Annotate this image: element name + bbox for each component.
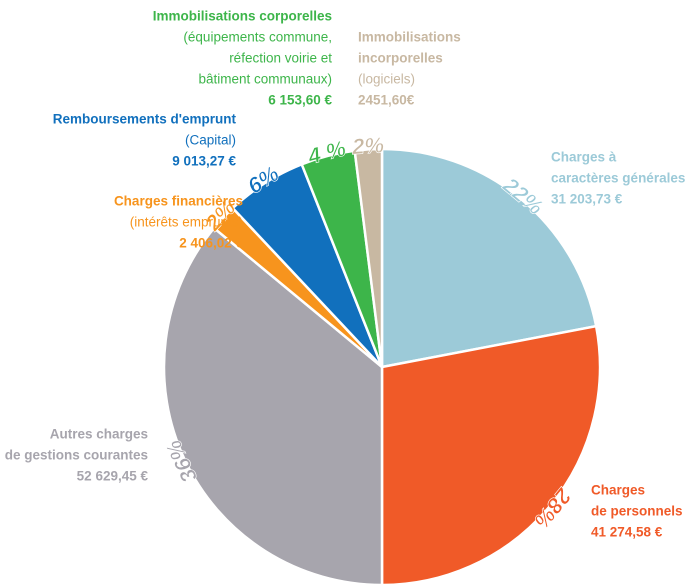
category-label: Charges à (551, 150, 617, 165)
detail-label: bâtiment communaux) (198, 72, 332, 87)
category-label: Remboursements d'emprunt (53, 112, 237, 127)
amount-label: 2 406,02 € (179, 236, 243, 251)
detail-label: (équipements commune, (183, 30, 332, 45)
category-label: Charges (591, 483, 645, 498)
detail-label: réfection voirie et (229, 51, 332, 66)
percent-label: 2% (350, 132, 384, 159)
amount-label: 52 629,45 € (77, 469, 149, 484)
amount-label: 2451,60€ (358, 93, 415, 108)
category-label: de gestions courantes (5, 448, 148, 463)
amount-label: 6 153,60 € (268, 93, 332, 108)
detail-label: (Capital) (185, 133, 236, 148)
category-label: caractères générales (551, 171, 685, 186)
detail-label: (logiciels) (358, 72, 415, 87)
pie-slice (162, 226, 384, 585)
amount-label: 31 203,73 € (551, 192, 623, 207)
pie-slice (380, 147, 598, 369)
category-label: Immobilisations (358, 30, 461, 45)
pie-slice (353, 147, 384, 368)
category-label: de personnels (591, 504, 683, 519)
category-label: incorporelles (358, 51, 443, 66)
category-label: Immobilisations corporelles (153, 9, 332, 24)
detail-label: (intérêts emprunts) (130, 215, 243, 230)
category-label: Charges financières (114, 194, 243, 209)
amount-label: 9 013,27 € (172, 154, 236, 169)
pie-slice (380, 324, 602, 585)
amount-label: 41 274,58 € (591, 525, 663, 540)
category-label: Autres charges (50, 427, 148, 442)
